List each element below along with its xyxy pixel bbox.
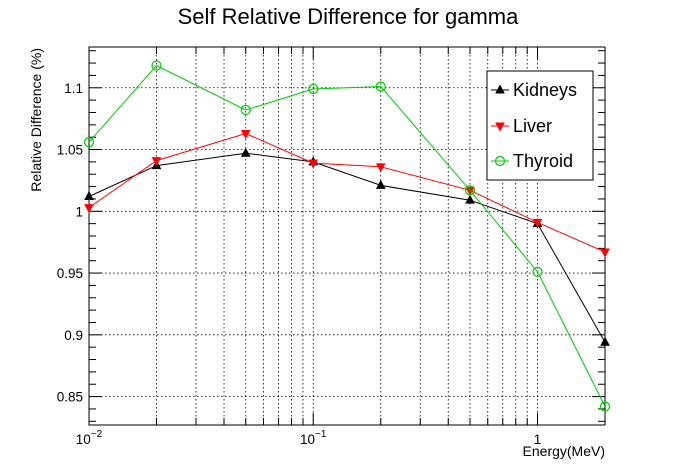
- legend-label-kidneys: Kidneys: [513, 80, 577, 100]
- series-line-kidneys: [88, 152, 606, 343]
- y-tick-label: 0.85: [57, 390, 83, 405]
- legend-marker-kidneys: [495, 84, 505, 94]
- x-tick-label: 10−1: [300, 429, 327, 447]
- y-tick-label: 1.1: [64, 81, 83, 96]
- series-line-thyroid: [88, 64, 606, 407]
- chart-title: Self Relative Difference for gamma: [178, 4, 520, 29]
- data-point-liver: [240, 129, 251, 140]
- data-point-liver: [532, 218, 543, 228]
- data-point-kidneys: [600, 336, 610, 346]
- data-point-thyroid: [151, 60, 162, 71]
- y-tick-label: 0.9: [64, 328, 83, 343]
- x-axis-label: Energy(MeV): [523, 443, 605, 459]
- data-point-liver: [151, 157, 162, 167]
- legend: Kidneys Liver Thyroid: [486, 70, 594, 181]
- data-point-thyroid: [375, 81, 386, 92]
- legend-label-thyroid: Thyroid: [513, 151, 573, 171]
- x-tick-label: 10−2: [76, 429, 103, 447]
- data-point-liver: [600, 248, 610, 258]
- series-layer: [83, 60, 611, 412]
- legend-marker-liver: [495, 122, 505, 132]
- data-point-liver: [84, 204, 94, 214]
- data-point-liver: [308, 159, 319, 169]
- data-point-kidneys: [375, 179, 386, 189]
- series-thyroid: [83, 60, 611, 412]
- series-line-liver: [88, 132, 606, 253]
- legend-label-liver: Liver: [513, 116, 552, 136]
- y-tick-label: 0.95: [57, 266, 83, 281]
- y-axis-label: Relative Difference (%): [28, 48, 44, 192]
- data-point-kidneys: [465, 194, 475, 204]
- grid: [89, 47, 605, 425]
- data-point-thyroid: [83, 137, 95, 148]
- data-point-thyroid: [240, 104, 251, 116]
- data-point-kidneys: [84, 190, 94, 200]
- x-tick-label: 1: [534, 432, 542, 447]
- data-point-liver: [375, 163, 386, 173]
- data-point-thyroid: [532, 266, 543, 277]
- series-liver: [84, 129, 610, 258]
- data-point-thyroid: [599, 401, 611, 412]
- data-point-kidneys: [240, 147, 251, 157]
- legend-marker-thyroid: [494, 155, 506, 167]
- axes: 0.85 0.9 0.95 1 1.05 1.1 10−2 10−1 1: [57, 46, 606, 447]
- y-tick-label: 1.05: [57, 143, 83, 158]
- data-point-thyroid: [308, 83, 319, 95]
- data-point-thyroid: [464, 185, 476, 196]
- y-tick-label: 1: [75, 204, 83, 219]
